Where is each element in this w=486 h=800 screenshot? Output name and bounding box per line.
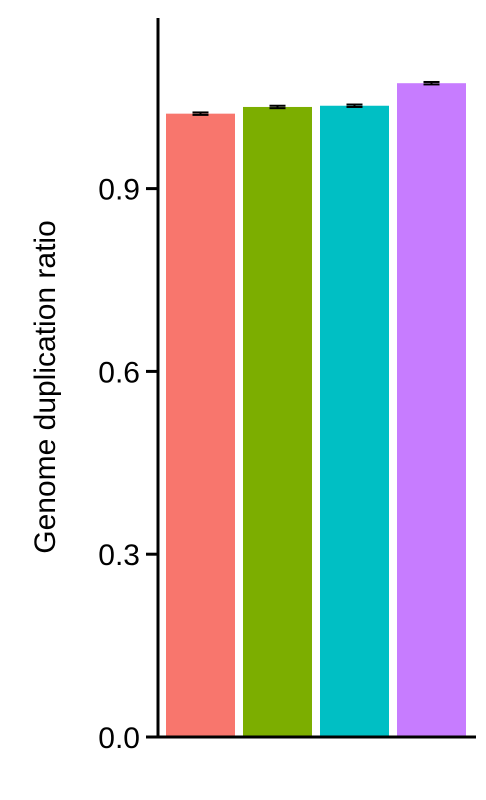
error-bar xyxy=(269,104,286,110)
error-bars xyxy=(192,80,440,116)
y-axis-label: Genome duplication ratio xyxy=(29,220,62,554)
bars xyxy=(166,83,466,738)
y-tick-label: 0.6 xyxy=(98,356,140,389)
error-bar xyxy=(192,111,209,116)
bar xyxy=(397,83,466,738)
bar xyxy=(320,105,389,737)
y-axis-ticks: 0.0 0.3 0.6 0.9 xyxy=(98,174,158,755)
bar xyxy=(166,113,235,737)
y-tick-label: 0.9 xyxy=(98,174,140,207)
y-tick-label: 0.0 xyxy=(98,722,140,755)
error-bar xyxy=(423,80,440,86)
bar xyxy=(243,106,312,738)
error-bar xyxy=(346,103,363,108)
y-tick-label: 0.3 xyxy=(98,539,140,572)
